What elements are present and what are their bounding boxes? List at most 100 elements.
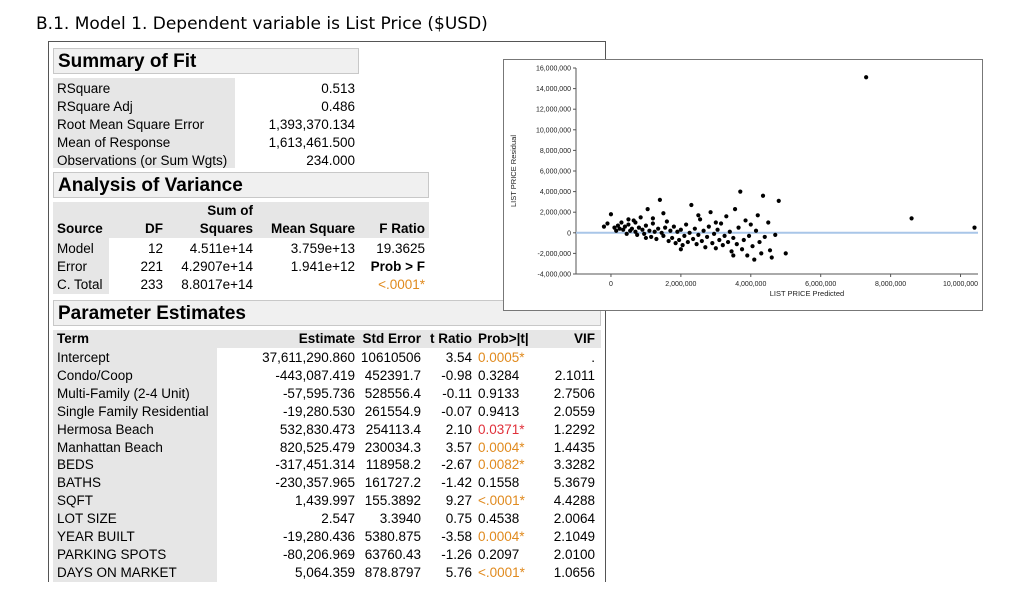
data-point xyxy=(624,231,629,236)
pe-estimate: 2.547 xyxy=(321,511,355,527)
data-point xyxy=(687,230,692,235)
data-point xyxy=(732,207,738,212)
y-tick-label: -4,000,000 xyxy=(538,272,572,279)
y-tick-label: 10,000,000 xyxy=(536,127,571,134)
anova-header-f: F Ratio xyxy=(379,221,425,236)
pe-prob: 0.4538 xyxy=(478,511,520,527)
pe-t-ratio: -1.42 xyxy=(441,475,472,491)
data-point xyxy=(727,229,732,234)
pe-std-error: 261554.9 xyxy=(364,403,421,419)
anova-title[interactable]: Analysis of Variance xyxy=(53,172,429,198)
pe-prob: 0.3284 xyxy=(478,367,520,383)
pe-t-ratio: -0.07 xyxy=(441,403,472,419)
anova-source-column-bg xyxy=(53,238,109,294)
data-point xyxy=(731,235,736,241)
data-point xyxy=(710,241,715,246)
pe-t-ratio: 5.76 xyxy=(445,564,472,580)
data-point xyxy=(650,216,656,221)
pe-prob: 0.0005* xyxy=(478,350,525,365)
summary-label-column xyxy=(53,78,235,168)
pe-vif: 3.3282 xyxy=(553,457,595,473)
pe-t-ratio: 0.75 xyxy=(445,511,472,527)
data-point xyxy=(635,232,640,237)
data-point xyxy=(696,213,701,218)
data-point xyxy=(701,228,706,233)
anova-row: Error 221 4.2907e+14 1.941e+12 Prob > F xyxy=(53,258,429,275)
anova-table: Sum of Source DF Squares Mean Square F Ratio M… xyxy=(53,202,429,294)
pe-prob: 0.1558 xyxy=(478,475,520,491)
x-tick-label: 4,000,000 xyxy=(735,281,766,288)
pe-vif: 4.4288 xyxy=(553,493,595,509)
pe-vif: 2.0559 xyxy=(553,403,595,419)
data-point xyxy=(762,234,767,240)
data-point xyxy=(650,221,656,226)
summary-value: 1,613,461.500 xyxy=(268,135,355,150)
data-point xyxy=(715,227,720,232)
y-axis-label: LIST PRICE Residual xyxy=(509,135,518,207)
pe-t-ratio: -2.67 xyxy=(441,457,472,473)
data-point xyxy=(640,227,645,232)
anova-row: C. Total 233 8.8017e+14 <.0001* xyxy=(53,276,429,293)
pe-row: DAYS ON MARKET 5,064.359 878.8797 5.76 <.000… xyxy=(53,564,601,581)
data-point xyxy=(656,226,661,231)
pe-vif: 2.0064 xyxy=(553,511,595,527)
pe-std-error: 161727.2 xyxy=(364,475,421,491)
pe-prob: 0.0004* xyxy=(478,529,525,544)
anova-ss: 8.8017e+14 xyxy=(181,277,253,292)
pe-vif: 2.0100 xyxy=(553,546,595,562)
data-point xyxy=(718,221,724,226)
data-point xyxy=(671,224,676,229)
data-point xyxy=(972,225,977,230)
data-point xyxy=(680,243,685,248)
pe-t-ratio: -3.58 xyxy=(441,529,472,544)
pe-std-error: 63760.43 xyxy=(364,546,421,562)
residual-by-predicted-plot: -4,000,000 -2,000,000 0 2,000,000 4,000,000 6… xyxy=(509,66,978,299)
data-point xyxy=(668,228,673,233)
data-point xyxy=(657,197,662,202)
data-point xyxy=(725,239,731,245)
pe-std-error: 155.3892 xyxy=(364,493,421,509)
pe-t-ratio: 9.27 xyxy=(445,493,472,509)
pe-row: Multi-Family (2-4 Unit) -57,595.736 528556… xyxy=(53,385,601,402)
pe-header-bg xyxy=(53,330,601,348)
pe-term: BATHS xyxy=(57,475,102,491)
pe-header-vif: VIF xyxy=(573,331,595,346)
pe-vif: 5.3679 xyxy=(553,475,595,491)
data-point xyxy=(724,214,729,219)
anova-ss: 4.2907e+14 xyxy=(181,259,253,274)
pe-estimate: -230,357.965 xyxy=(275,475,355,491)
pe-row: YEAR BUILT -19,280.436 5380.875 -3.58 0.0004… xyxy=(53,528,601,545)
parameter-estimates-table: Term Estimate Std Error t Ratio Prob>|t| VIF I… xyxy=(53,330,601,582)
heading-prefix: B.1. Model 1 xyxy=(36,14,142,34)
anova-header-bg xyxy=(53,202,429,238)
pe-std-error: 10610506 xyxy=(360,350,421,365)
summary-label: Observations (or Sum Wgts) xyxy=(57,153,228,168)
pe-row: Condo/Coop -443,087.419 452391.7 -0.98 0.328… xyxy=(53,367,601,384)
data-point xyxy=(697,217,703,222)
data-point xyxy=(642,231,647,236)
data-point xyxy=(745,253,750,258)
anova-f: <.0001* xyxy=(378,277,425,292)
data-point xyxy=(734,242,739,247)
pe-estimate: 5,064.359 xyxy=(294,564,355,580)
data-point xyxy=(670,235,675,241)
data-point xyxy=(746,233,752,238)
x-tick-label: 10,000,000 xyxy=(943,281,978,288)
pe-row: Hermosa Beach 532,830.473 254113.4 2.10 0.03… xyxy=(53,421,601,438)
y-tick-label: 6,000,000 xyxy=(540,169,571,176)
summary-of-fit-title[interactable]: Summary of Fit xyxy=(53,48,359,74)
y-tick-label: 8,000,000 xyxy=(540,148,571,155)
pe-term: Manhattan Beach xyxy=(57,439,163,455)
data-point xyxy=(664,219,669,224)
data-point xyxy=(636,225,642,230)
pe-prob: 0.0004* xyxy=(478,439,525,455)
y-tick-label: 14,000,000 xyxy=(536,86,571,93)
data-point xyxy=(684,222,689,227)
data-point xyxy=(689,202,694,208)
data-point xyxy=(696,232,701,237)
data-point xyxy=(643,235,649,241)
data-point xyxy=(645,207,650,212)
y-tick-label: 16,000,000 xyxy=(536,66,571,73)
pe-term: SQFT xyxy=(57,493,93,509)
anova-header-ss: Squares xyxy=(199,221,253,236)
